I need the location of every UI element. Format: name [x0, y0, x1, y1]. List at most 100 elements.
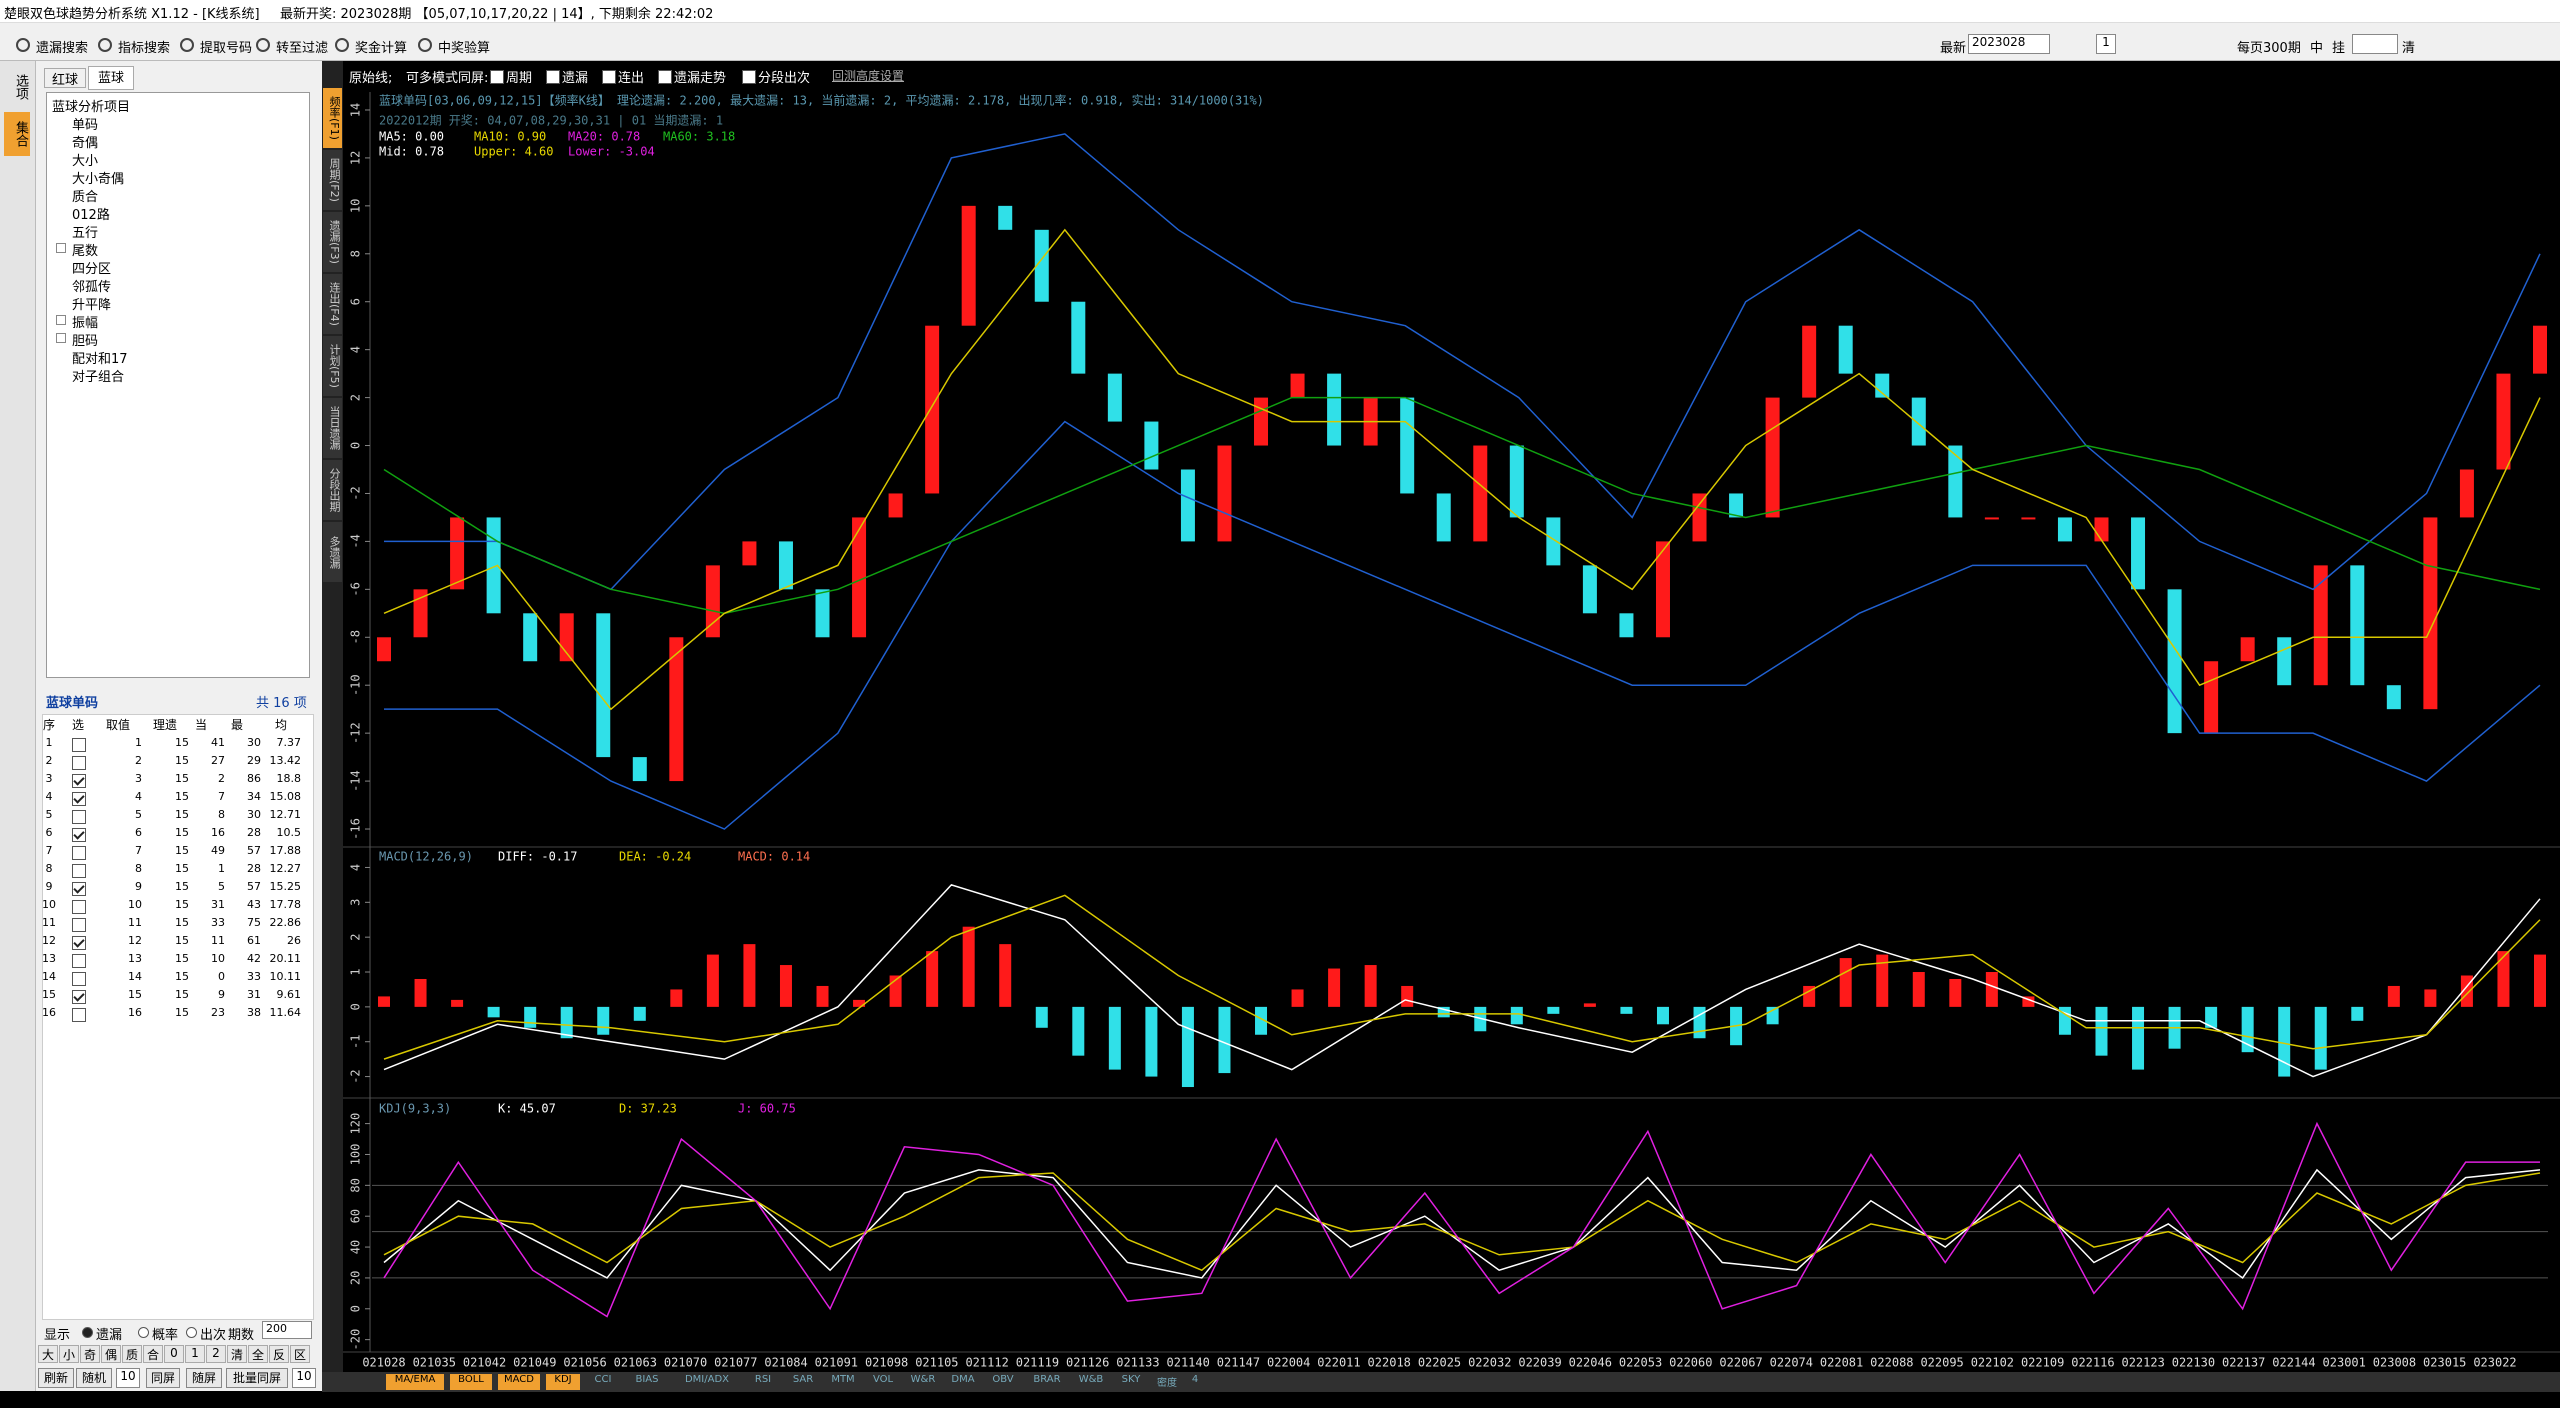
filter-button[interactable]: 反 — [269, 1345, 289, 1363]
filter-button[interactable]: 区 — [290, 1345, 310, 1363]
row-checkbox[interactable] — [72, 1007, 86, 1022]
side-tab[interactable]: 选项 — [6, 70, 30, 104]
filter-button[interactable]: 质 — [122, 1345, 142, 1363]
indicator-tab[interactable]: KDJ — [546, 1374, 580, 1390]
radio-label[interactable]: 遗漏 — [96, 1324, 122, 1343]
indicator-tab[interactable]: MA/EMA — [386, 1374, 444, 1390]
indicator-tab[interactable]: W&R — [906, 1374, 940, 1390]
indicator-tab[interactable]: VOL — [866, 1374, 900, 1390]
chart-tab[interactable]: 计划(F5) — [323, 336, 342, 396]
tree-item[interactable]: 升平降 — [72, 294, 111, 313]
header-checkbox[interactable] — [658, 69, 672, 84]
tree-item[interactable]: 尾数 — [72, 240, 98, 259]
indicator-tab[interactable]: MACD — [498, 1374, 540, 1390]
panel-button[interactable]: 10 — [292, 1368, 316, 1388]
header-checkbox[interactable] — [490, 69, 504, 84]
tree-expander[interactable] — [56, 243, 66, 253]
chart-tab[interactable]: 分段出期 — [323, 460, 342, 520]
row-checkbox[interactable] — [72, 899, 86, 914]
header-check-label[interactable]: 遗漏 — [562, 67, 588, 86]
tree-item[interactable]: 胆码 — [72, 330, 98, 349]
tree-item[interactable]: 大小奇偶 — [72, 168, 124, 187]
tree-item[interactable]: 质合 — [72, 186, 98, 205]
tree-item[interactable]: 振幅 — [72, 312, 98, 331]
height-link[interactable]: 回测高度设置 — [832, 67, 904, 84]
row-checkbox[interactable] — [72, 737, 86, 752]
panel-tab[interactable]: 蓝球 — [88, 66, 134, 90]
mid-button[interactable]: 中 — [2310, 37, 2323, 56]
filter-button[interactable]: 0 — [164, 1345, 184, 1363]
filter-button[interactable]: 合 — [143, 1345, 163, 1363]
row-checkbox[interactable] — [72, 935, 86, 950]
chart-tab[interactable]: 周期(F2) — [323, 150, 342, 210]
panel-button[interactable]: 10 — [116, 1368, 140, 1388]
indicator-tab[interactable]: SAR — [786, 1374, 820, 1390]
radio-label[interactable]: 出次 — [200, 1324, 226, 1343]
row-checkbox[interactable] — [72, 773, 86, 788]
indicator-tab[interactable]: BIAS — [626, 1374, 668, 1390]
row-checkbox[interactable] — [72, 755, 86, 770]
side-tab[interactable]: 集合 — [4, 112, 30, 156]
tool-button[interactable]: 奖金计算 — [355, 37, 407, 56]
hang-button[interactable]: 挂 — [2332, 37, 2345, 56]
row-checkbox[interactable] — [72, 791, 86, 806]
tool-button[interactable]: 提取号码 — [200, 37, 252, 56]
panel-button[interactable]: 批量同屏 — [226, 1368, 288, 1388]
row-checkbox[interactable] — [72, 881, 86, 896]
filter-button[interactable]: 1 — [185, 1345, 205, 1363]
panel-button[interactable]: 同屏 — [146, 1368, 180, 1388]
tree-item[interactable]: 四分区 — [72, 258, 111, 277]
header-checkbox[interactable] — [602, 69, 616, 84]
indicator-tab[interactable]: RSI — [746, 1374, 780, 1390]
tree-root[interactable]: 蓝球分析项目 — [52, 96, 130, 115]
tool-button[interactable]: 转至过滤 — [276, 37, 328, 56]
header-check-label[interactable]: 分段出次 — [758, 67, 810, 86]
tree-item[interactable]: 邻孤传 — [72, 276, 111, 295]
chart-tab[interactable]: 频率(F1) — [323, 88, 342, 148]
row-checkbox[interactable] — [72, 809, 86, 824]
indicator-tab[interactable]: W&B — [1074, 1374, 1108, 1390]
indicator-tab[interactable]: OBV — [986, 1374, 1020, 1390]
radio[interactable] — [138, 1327, 149, 1338]
indicator-tab[interactable]: CCI — [586, 1374, 620, 1390]
panel-button[interactable]: 随屏 — [186, 1368, 222, 1388]
row-checkbox[interactable] — [72, 989, 86, 1004]
indicator-tab[interactable]: BOLL — [450, 1374, 492, 1390]
tree-expander[interactable] — [56, 315, 66, 325]
row-checkbox[interactable] — [72, 917, 86, 932]
indicator-tab[interactable]: SKY — [1114, 1374, 1148, 1390]
filter-button[interactable]: 全 — [248, 1345, 268, 1363]
row-checkbox[interactable] — [72, 827, 86, 842]
tree-item[interactable]: 单码 — [72, 114, 98, 133]
tree-item[interactable]: 012路 — [72, 204, 110, 223]
tool-button[interactable]: 遗漏搜索 — [36, 37, 88, 56]
radio-label[interactable]: 概率 — [152, 1324, 178, 1343]
header-check-label[interactable]: 周期 — [506, 67, 532, 86]
row-checkbox[interactable] — [72, 953, 86, 968]
radio[interactable] — [82, 1327, 93, 1338]
page-box[interactable]: 1 — [2096, 34, 2116, 54]
indicator-tab[interactable]: DMA — [946, 1374, 980, 1390]
chart-tab[interactable]: 遗漏(F3) — [323, 212, 342, 272]
tree-item[interactable]: 对子组合 — [72, 366, 124, 385]
tree-item[interactable]: 配对和17 — [72, 348, 128, 367]
per-page[interactable]: 每页300期 — [2237, 37, 2301, 56]
row-checkbox[interactable] — [72, 971, 86, 986]
chart-tab[interactable]: 多遗漏 — [323, 522, 342, 582]
tree-item[interactable]: 奇偶 — [72, 132, 98, 151]
indicator-tab[interactable]: BRAR — [1026, 1374, 1068, 1390]
search-input[interactable] — [2352, 34, 2398, 54]
header-checkbox[interactable] — [546, 69, 560, 84]
indicator-tab[interactable]: DMI/ADX — [674, 1374, 740, 1390]
filter-button[interactable]: 奇 — [80, 1345, 100, 1363]
filter-button[interactable]: 2 — [206, 1345, 226, 1363]
chart-tab[interactable]: 连出(F4) — [323, 274, 342, 334]
filter-button[interactable]: 小 — [59, 1345, 79, 1363]
row-checkbox[interactable] — [72, 845, 86, 860]
row-checkbox[interactable] — [72, 863, 86, 878]
tree-expander[interactable] — [56, 333, 66, 343]
panel-tab[interactable]: 红球 — [44, 68, 86, 88]
panel-button[interactable]: 随机 — [76, 1368, 112, 1388]
tool-button[interactable]: 中奖验算 — [438, 37, 490, 56]
clear-button[interactable]: 清 — [2402, 37, 2415, 56]
